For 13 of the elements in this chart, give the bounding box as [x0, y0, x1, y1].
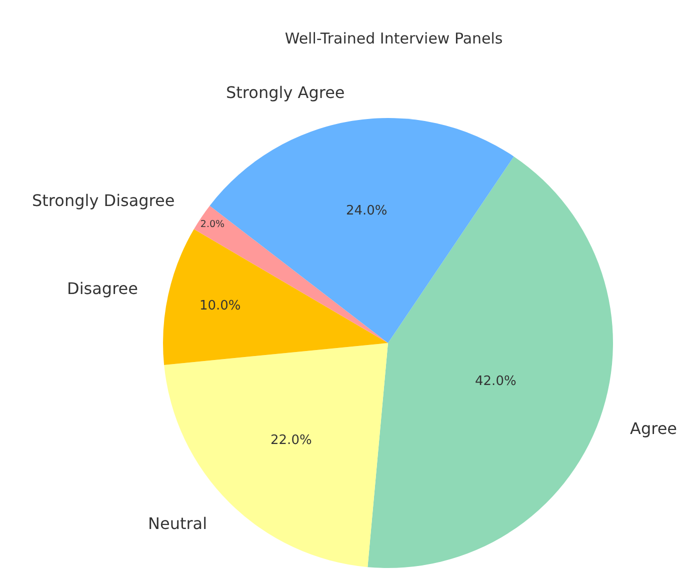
- data-label: 2.0%: [200, 219, 225, 230]
- data-label: 10.0%: [199, 298, 241, 314]
- data-label: 42.0%: [475, 374, 516, 389]
- data-label: 24.0%: [346, 204, 388, 219]
- slice-label: Agree: [630, 419, 678, 438]
- pie-slice: [163, 229, 388, 365]
- slice-label: Disagree: [67, 279, 138, 298]
- pie-slice: [194, 206, 388, 343]
- data-label: 22.0%: [270, 433, 312, 448]
- slice-label: Strongly Disagree: [32, 191, 175, 210]
- slice-label: Strongly Agree: [226, 83, 345, 102]
- chart-title: Well-Trained Interview Panels: [284, 29, 503, 48]
- slice-label: Neutral: [148, 514, 208, 533]
